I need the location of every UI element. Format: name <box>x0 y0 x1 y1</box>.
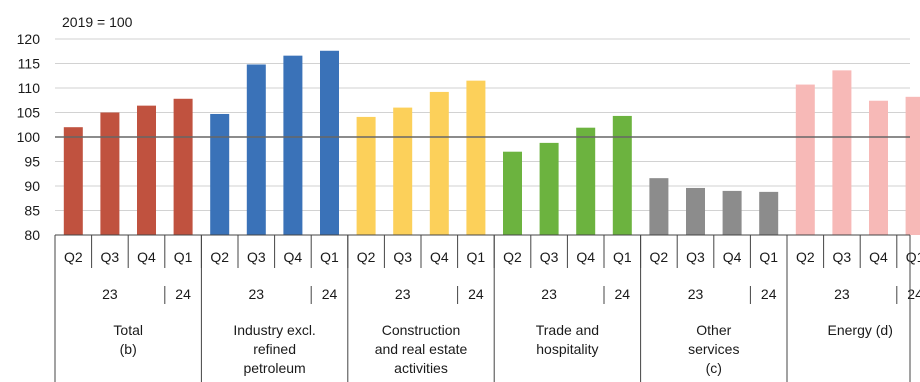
unit-label: 2019 = 100 <box>62 14 133 30</box>
bar <box>393 107 413 235</box>
quarter-label: Q4 <box>284 249 303 265</box>
quarter-label: Q4 <box>137 249 156 265</box>
bar <box>539 142 559 235</box>
year-label: 23 <box>541 286 557 302</box>
year-label: 24 <box>322 286 338 302</box>
bar <box>63 127 83 235</box>
quarter-label: Q3 <box>686 249 705 265</box>
quarter-label: Q3 <box>393 249 412 265</box>
year-label: 24 <box>468 286 484 302</box>
y-axis: 80 85 90 95 100 105 110 115 120 <box>17 31 41 243</box>
bar <box>503 151 522 235</box>
y-tick-label: 115 <box>18 56 41 72</box>
quarter-label: Q3 <box>540 249 559 265</box>
bar <box>320 50 339 236</box>
quarter-label: Q2 <box>650 249 669 265</box>
category-label: Total <box>113 322 143 338</box>
category-label: (b) <box>120 341 137 357</box>
year-label: 24 <box>175 286 191 302</box>
category-label: Construction <box>382 322 461 338</box>
quarter-label: Q3 <box>247 249 266 265</box>
bar <box>137 105 156 235</box>
category-label: and real estate <box>375 341 468 357</box>
bar <box>466 80 486 236</box>
year-label: 23 <box>249 286 265 302</box>
category-label: Industry excl. <box>233 322 315 338</box>
year-label: 24 <box>615 286 631 302</box>
bars <box>63 50 920 236</box>
quarter-label: Q1 <box>906 249 920 265</box>
quarter-label: Q1 <box>759 249 778 265</box>
category-label: hospitality <box>536 341 598 357</box>
y-tick-label: 85 <box>24 203 40 219</box>
quarter-label: Q2 <box>64 249 83 265</box>
bar <box>173 98 193 235</box>
quarter-label: Q2 <box>796 249 815 265</box>
quarter-label: Q4 <box>576 249 595 265</box>
bar <box>832 70 852 235</box>
bar <box>722 190 742 235</box>
bar <box>283 55 303 235</box>
quarter-label: Q2 <box>210 249 229 265</box>
y-tick-label: 110 <box>18 80 41 96</box>
year-label: 23 <box>395 286 411 302</box>
category-label: Other <box>696 322 731 338</box>
bar <box>759 191 779 235</box>
bar <box>795 84 815 235</box>
category-label: activities <box>394 360 448 376</box>
bar <box>246 64 266 235</box>
y-tick-label: 90 <box>24 178 40 194</box>
bar <box>576 127 596 235</box>
category-label: (c) <box>706 360 722 376</box>
y-tick-label: 100 <box>17 129 41 145</box>
year-label: 23 <box>688 286 704 302</box>
bar <box>612 115 632 235</box>
bar <box>210 113 230 235</box>
quarter-label: Q3 <box>833 249 852 265</box>
quarter-label: Q1 <box>320 249 339 265</box>
bar <box>356 116 376 235</box>
quarter-label: Q4 <box>723 249 742 265</box>
year-label: 23 <box>834 286 850 302</box>
category-label: petroleum <box>243 360 305 376</box>
y-tick-label: 95 <box>24 154 40 170</box>
y-tick-label: 120 <box>17 31 41 47</box>
category-label: services <box>688 341 739 357</box>
quarter-label: Q1 <box>613 249 632 265</box>
quarter-label: Q3 <box>101 249 120 265</box>
quarter-label: Q2 <box>503 249 522 265</box>
bar <box>869 100 888 236</box>
bar <box>905 96 920 235</box>
bar <box>649 178 669 235</box>
year-label: 23 <box>102 286 118 302</box>
category-label: Energy (d) <box>828 322 893 338</box>
quarter-label: Q1 <box>467 249 486 265</box>
category-label: Trade and <box>536 322 599 338</box>
x-axis: Q2 Q3 Q4 Q1 23 24 Total (b) Q2 Q3 Q4 Q1 23 24 Industry… <box>54 234 920 382</box>
quarter-label: Q1 <box>174 249 193 265</box>
quarter-label: Q4 <box>430 249 449 265</box>
year-label: 24 <box>761 286 777 302</box>
bar <box>429 91 449 235</box>
quarter-label: Q4 <box>869 249 888 265</box>
year-label: 24 <box>907 286 920 302</box>
y-tick-label: 105 <box>17 105 41 121</box>
bar <box>686 187 705 235</box>
category-label: refined <box>253 341 296 357</box>
y-tick-label: 80 <box>24 227 40 243</box>
bar <box>100 112 120 235</box>
quarter-label: Q2 <box>357 249 376 265</box>
